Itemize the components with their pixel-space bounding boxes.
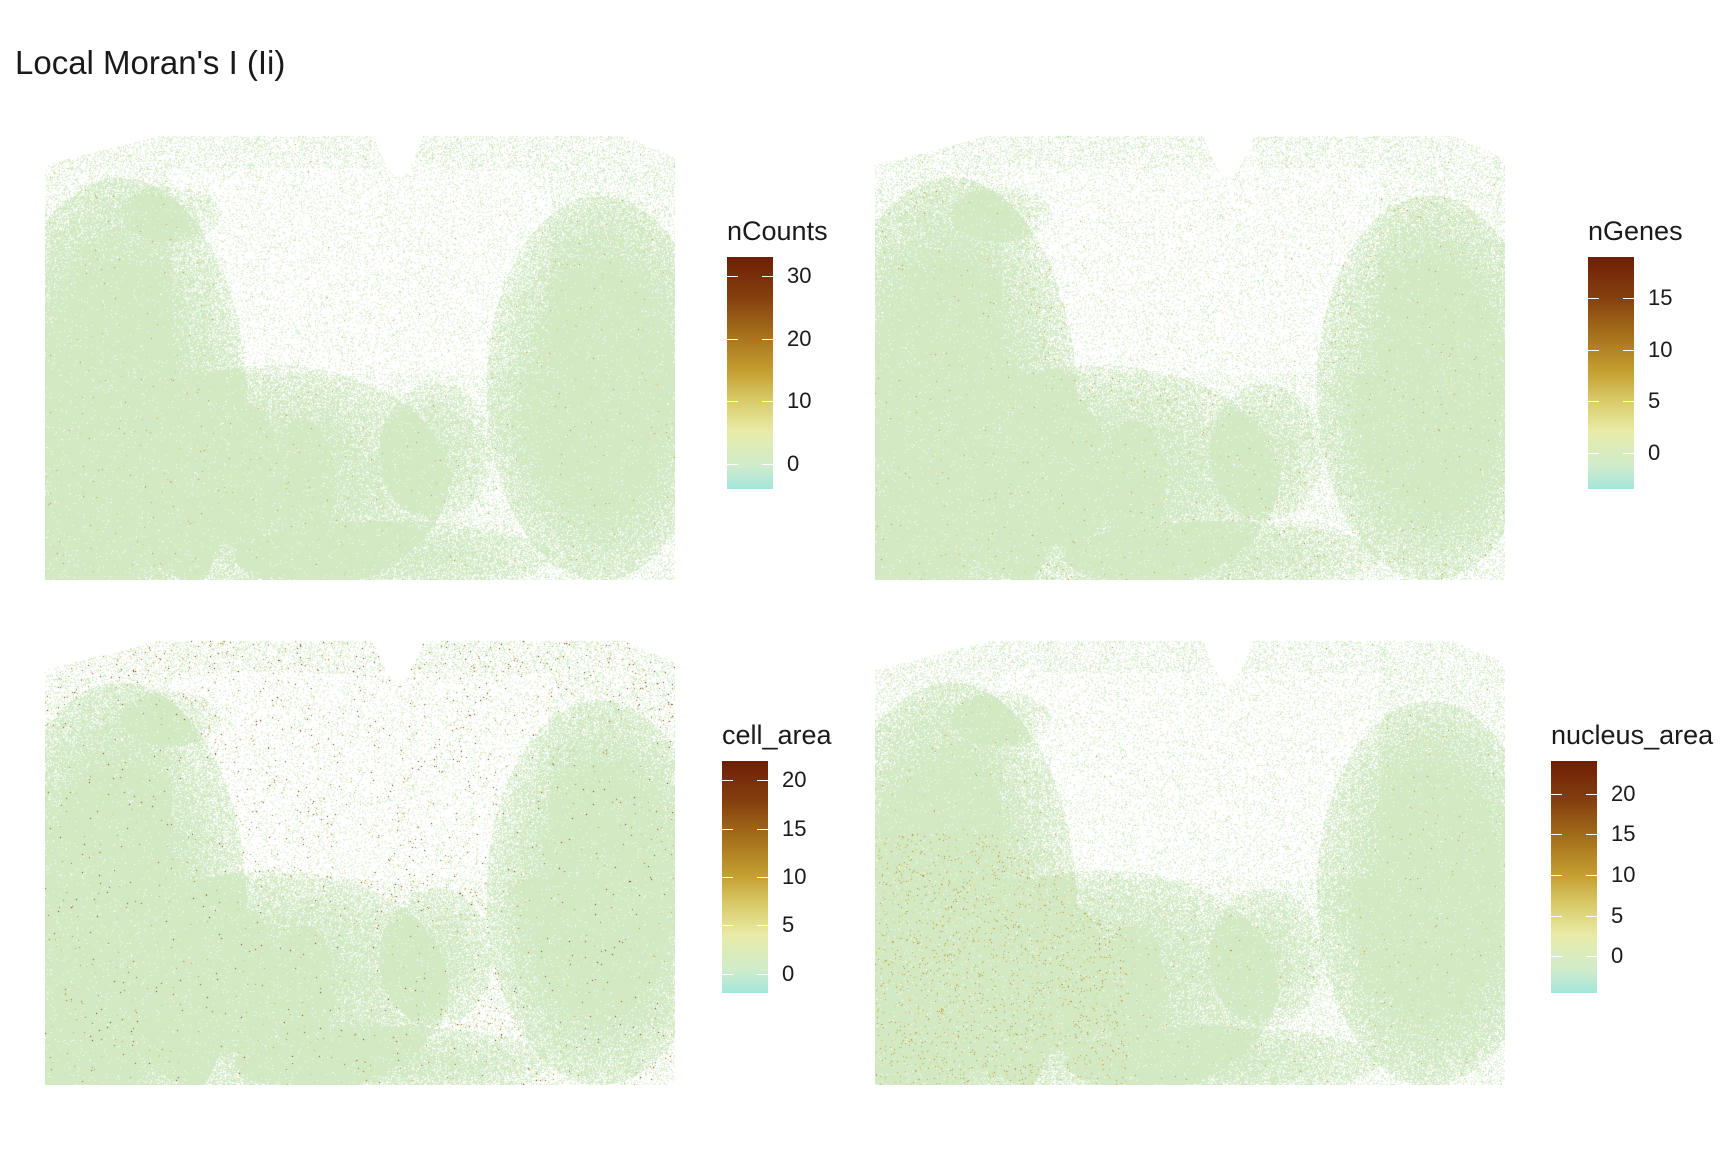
spatial-map-nucleus-area	[875, 627, 1505, 1085]
colorbar-tick	[727, 401, 738, 403]
colorbar-tick-label: 5	[1648, 388, 1661, 414]
colorbar-tick	[1623, 401, 1634, 403]
colorbar-ncounts	[727, 257, 773, 489]
colorbar-tick	[757, 877, 768, 878]
colorbar-tick-label: 10	[1611, 861, 1636, 887]
spatial-map-ngenes	[875, 122, 1505, 580]
colorbar-tick	[757, 780, 768, 782]
legend-title-cell-area: cell_area	[722, 720, 832, 750]
legend-title-ngenes: nGenes	[1588, 216, 1683, 246]
colorbar-tick-label: 20	[1611, 780, 1636, 806]
colorbar-tick	[722, 828, 733, 830]
colorbar-tick-label: 10	[1648, 336, 1673, 362]
colorbar-nucleus-area	[1551, 761, 1597, 993]
spatial-map-ncounts	[45, 122, 675, 580]
colorbar-tick	[1588, 452, 1599, 454]
colorbar-tick	[1586, 915, 1597, 917]
colorbar-tick	[757, 828, 768, 830]
colorbar-tick	[722, 877, 733, 878]
colorbar-tick	[722, 925, 733, 927]
colorbar-tick-label: 0	[782, 960, 795, 986]
colorbar-tick-label: 20	[782, 767, 807, 793]
figure-title: Local Moran's I (Ii)	[15, 44, 286, 81]
colorbar-tick-label: 15	[782, 815, 807, 841]
colorbar-tick	[1586, 956, 1597, 958]
colorbar-tick-label: 0	[1648, 439, 1661, 465]
colorbar-tick	[1586, 874, 1597, 876]
colorbar-tick	[1623, 298, 1634, 300]
colorbar-tick	[727, 338, 738, 340]
colorbar-tick	[1588, 349, 1599, 351]
colorbar-tick	[1623, 349, 1634, 351]
colorbar-tick	[757, 925, 768, 927]
colorbar-tick	[762, 401, 773, 403]
colorbar-tick-label: 10	[787, 388, 812, 414]
colorbar-tick	[1588, 298, 1599, 300]
colorbar-tick	[1586, 793, 1597, 795]
legend-title-nucleus-area: nucleus_area	[1551, 720, 1714, 750]
colorbar-tick-label: 0	[1611, 943, 1624, 969]
legend-title-ncounts: nCounts	[727, 216, 828, 246]
colorbar-tick	[762, 338, 773, 340]
colorbar-tick	[757, 973, 768, 975]
colorbar-tick	[1551, 874, 1562, 876]
colorbar-tick	[1586, 834, 1597, 836]
colorbar-tick	[762, 275, 773, 277]
colorbar-tick	[762, 463, 773, 465]
colorbar-tick	[1551, 793, 1562, 795]
colorbar-tick	[1551, 956, 1562, 958]
colorbar-tick-label: 10	[782, 864, 807, 889]
colorbar-tick	[727, 275, 738, 277]
colorbar-tick-label: 30	[787, 262, 812, 288]
colorbar-tick-label: 0	[787, 450, 800, 476]
colorbar-tick	[1551, 915, 1562, 917]
colorbar-tick	[727, 463, 738, 465]
colorbar-ngenes	[1588, 257, 1634, 489]
colorbar-tick	[1551, 834, 1562, 836]
colorbar-tick-label: 5	[782, 912, 795, 938]
spatial-map-cell-area	[45, 627, 675, 1085]
colorbar-tick	[1623, 452, 1634, 454]
colorbar-tick	[722, 973, 733, 975]
colorbar-tick-label: 15	[1648, 285, 1673, 311]
colorbar-tick-label: 5	[1611, 902, 1624, 928]
colorbar-tick-label: 20	[787, 325, 812, 351]
colorbar-tick-label: 15	[1611, 821, 1636, 847]
colorbar-tick	[1588, 401, 1599, 403]
colorbar-tick	[722, 780, 733, 782]
